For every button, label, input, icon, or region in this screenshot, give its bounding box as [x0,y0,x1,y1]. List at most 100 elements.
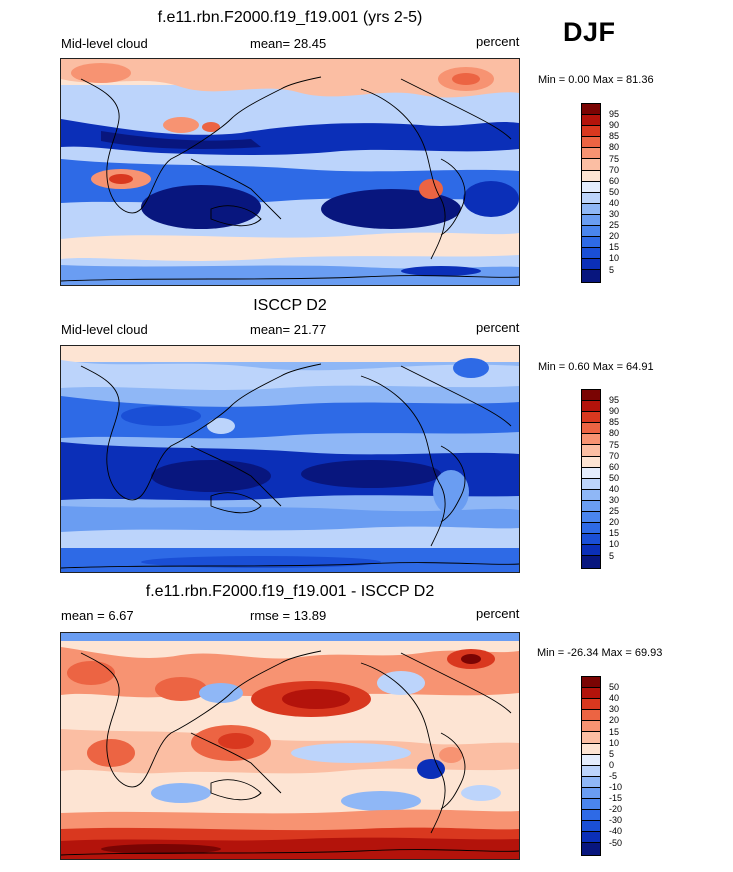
colorbar-tick-label: 60 [609,175,620,186]
colorbar-swatch [582,832,600,844]
colorbar-swatch [582,226,600,238]
colorbar-swatch [582,137,600,149]
colorbar-swatch [582,677,600,689]
colorbar-swatch [582,181,600,193]
colorbar-tick-label: 10 [609,737,620,748]
colorbar-tick-label: 40 [609,693,620,704]
colorbar-tick-label: 50 [609,472,620,483]
colorbar-swatch [582,115,600,127]
colorbar-tick-label: -10 [609,782,623,792]
colorbar-swatch [582,721,600,733]
colorbar-tick-label: 25 [609,220,620,231]
colorbar-swatch [582,203,600,215]
colorbar-swatch [582,765,600,777]
colorbar-swatch [582,237,600,249]
colorbar-tick-label: 15 [609,242,620,253]
colorbar-swatch [582,192,600,204]
colorbar-tick-label: 85 [609,417,620,428]
panel-2-units-label: percent [476,320,520,335]
colorbar-swatch [582,445,600,457]
colorbar-swatch [582,843,600,855]
colorbar-tick-label: 20 [609,517,620,528]
colorbar-swatch [582,776,600,788]
panel-1-map-field [61,59,519,285]
panel-1-minmax: Min = 0.00 Max = 81.36 [538,74,654,86]
colorbar-swatch [582,699,600,711]
panel-3-map [60,632,520,860]
colorbar-tick-label: 40 [609,197,620,208]
colorbar-swatch [582,159,600,171]
colorbar-tick-label: -50 [609,837,623,848]
panel-3-units-label: percent [476,606,520,621]
colorbar-swatch [582,434,600,446]
colorbar-swatch [582,500,600,513]
colorbar-tick-label: 90 [609,406,620,417]
colorbar-tick-label: 80 [609,142,620,153]
panel-2-variable-label: Mid-level cloud [61,322,148,337]
colorbar-tick-label: 40 [609,483,620,494]
colorbar-swatch [582,556,600,568]
colorbar-swatch [582,545,600,557]
colorbar-swatch [582,710,600,722]
panel-2-title: ISCCP D2 [253,297,327,314]
colorbar-tick-label: 20 [609,715,620,726]
colorbar-tick-label: 75 [609,439,620,450]
colorbar-swatch [582,732,600,744]
colorbar-swatch [582,512,600,524]
colorbar-tick-label: 5 [609,748,615,759]
panel-2-map-field [61,346,519,572]
colorbar-swatch [582,390,600,402]
colorbar-swatch [582,412,600,424]
colorbar-swatch [582,787,600,800]
colorbar-tick-label: 0 [609,759,615,770]
colorbar-tick-label: 95 [609,109,620,120]
colorbar-tick-label: 80 [609,428,620,439]
panel-2-mean-label: mean= 21.77 [250,322,327,337]
colorbar-tick-label: 25 [609,506,620,517]
colorbar-tick-label: 5 [609,550,615,561]
panel-2-map [60,345,520,573]
colorbar-tick-label: 10 [609,539,620,550]
colorbar-tick-label: 30 [609,704,620,715]
colorbar-tick-label: 75 [609,153,620,164]
colorbar-swatch [582,126,600,138]
colorbar-tick-label: 20 [609,231,620,242]
colorbar-swatch [582,401,600,413]
colorbar-swatch [582,270,600,282]
panel-1-map [60,58,520,286]
panel-1-variable-label: Mid-level cloud [61,36,148,51]
colorbar-tick-label: 95 [609,395,620,406]
colorbar-tick-label: 15 [609,528,620,539]
colorbar-tick-label: 70 [609,450,620,461]
panel-3-mean-label: mean = 6.67 [61,608,134,623]
colorbar-tick-label: 10 [609,253,620,264]
colorbar-swatch [582,214,600,227]
colorbar-tick-label: -40 [609,826,623,837]
colorbar-tick-label: 90 [609,120,620,131]
colorbar-swatch [582,523,600,535]
panel-3-title: f.e11.rbn.F2000.f19_f19.001 - ISCCP D2 [145,583,435,600]
colorbar-tick-label: 5 [609,264,615,275]
panel-1-units-label: percent [476,34,520,49]
colorbar-tick-label: 50 [609,186,620,197]
colorbar-tick-label: 30 [609,495,620,505]
colorbar-tick-label: 15 [609,726,620,737]
colorbar-swatch [582,799,600,811]
panel-1-colorbar [581,103,601,283]
panel-2-minmax: Min = 0.60 Max = 64.91 [538,361,654,373]
colorbar-swatch [582,248,600,260]
colorbar-swatch [582,170,600,182]
colorbar-tick-label: -30 [609,815,623,826]
panel-1-title: f.e11.rbn.F2000.f19_f19.001 (yrs 2-5) [157,9,423,26]
colorbar-tick-label: -15 [609,793,623,804]
panel-1-mean-label: mean= 28.45 [250,36,327,51]
colorbar-tick-label: 85 [609,131,620,142]
panel-3-map-field [61,633,519,859]
colorbar-swatch [582,821,600,833]
colorbar-tick-label: 70 [609,164,620,175]
panel-3-colorbar [581,676,601,856]
colorbar-swatch [582,810,600,822]
colorbar-swatch [582,489,600,501]
colorbar-swatch [582,534,600,546]
colorbar-swatch [582,148,600,160]
